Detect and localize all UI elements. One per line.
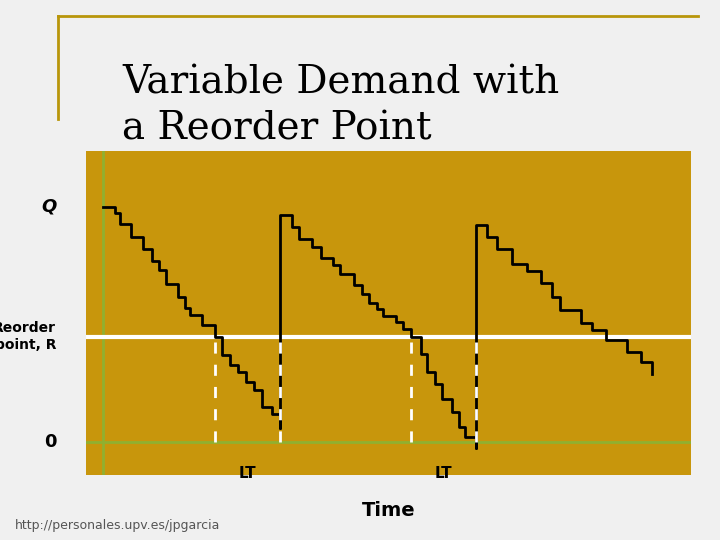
Text: 0: 0 <box>44 433 56 451</box>
Text: Time: Time <box>362 501 415 520</box>
Text: LT: LT <box>238 465 256 481</box>
Text: LT: LT <box>435 465 452 481</box>
Text: Reorder
point, R: Reorder point, R <box>0 321 56 353</box>
Text: Q: Q <box>41 198 56 215</box>
Text: http://personales.upv.es/jpgarcia: http://personales.upv.es/jpgarcia <box>14 519 220 532</box>
Text: Variable Demand with
a Reorder Point: Variable Demand with a Reorder Point <box>122 65 559 147</box>
